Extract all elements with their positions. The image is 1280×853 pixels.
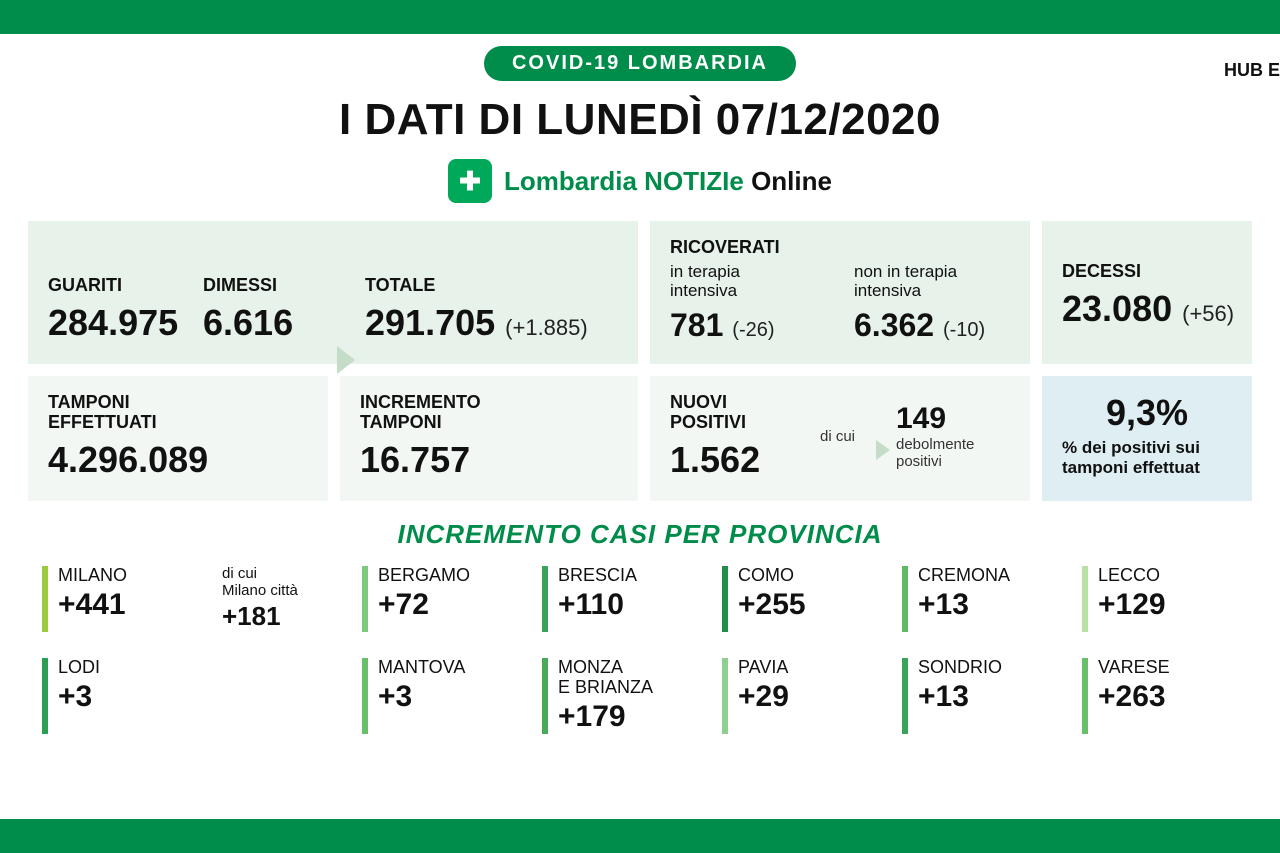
totale-label: TOTALE (365, 275, 588, 296)
prov-lecco: LECCO +129 (1082, 566, 1262, 632)
stats-row-1: GUARITI 284.975 DIMESSI 6.616 TOTALE 291… (0, 203, 1280, 364)
card-nuovi-positivi: NUOVI POSITIVI 1.562 di cui 149 debolmen… (650, 376, 1030, 501)
prov-value: +255 (738, 588, 902, 622)
prov-mantova: MANTOVA +3 (362, 658, 542, 734)
brand-text: Lombardia NOTIZIe Online (504, 166, 832, 197)
guariti-value: 284.975 (48, 302, 203, 344)
brand-row: ✚ Lombardia NOTIZIe Online (0, 159, 1280, 203)
page-title: I DATI DI LUNEDÌ 07/12/2020 (0, 95, 1280, 145)
icu-value-num: 781 (670, 307, 723, 343)
pct-value: 9,3% (1062, 392, 1232, 434)
prov-value: +3 (378, 680, 542, 714)
nuovi-label: NUOVI POSITIVI (670, 392, 820, 433)
tamponi-label: TAMPONI EFFETTUATI (48, 392, 308, 433)
prov-value: +29 (738, 680, 902, 714)
bottom-green-bar (0, 819, 1280, 853)
decessi-delta: (+56) (1182, 301, 1234, 326)
card-decessi: DECESSI 23.080 (+56) (1042, 221, 1252, 364)
card-positivity-pct: 9,3% % dei positivi sui tamponi effettua… (1042, 376, 1252, 501)
province-grid: MILANO +441 di cui Milano città +181 BER… (0, 550, 1280, 734)
prov-value: +3 (58, 680, 222, 714)
prov-lodi: LODI +3 (42, 658, 222, 734)
prov-brescia: BRESCIA +110 (542, 566, 722, 632)
icu-delta: (-26) (732, 319, 774, 341)
prov-name: BERGAMO (378, 566, 542, 586)
brand-word-c: Online (751, 166, 832, 196)
prov-name: SONDRIO (918, 658, 1082, 678)
weak-label: debolmente positivi (896, 436, 974, 471)
prov-name: LODI (58, 658, 222, 678)
icu-value: 781 (-26) (670, 307, 830, 344)
noicu-value-num: 6.362 (854, 307, 934, 343)
prov-milano: MILANO +441 (42, 566, 222, 632)
arrow-icon (876, 440, 890, 460)
prov-pavia: PAVIA +29 (722, 658, 902, 734)
card-incremento-tamponi: INCREMENTO TAMPONI 16.757 (340, 376, 638, 501)
prov-como: COMO +255 (722, 566, 902, 632)
card-guariti-dimessi-totale: GUARITI 284.975 DIMESSI 6.616 TOTALE 291… (28, 221, 638, 364)
header-pill: COVID-19 LOMBARDIA (484, 46, 796, 81)
prov-monza: MONZA E BRIANZA +179 (542, 658, 722, 734)
prov-value: +72 (378, 588, 542, 622)
prov-value: +110 (558, 588, 722, 622)
prov-name: PAVIA (738, 658, 902, 678)
prov-sondrio: SONDRIO +13 (902, 658, 1082, 734)
prov-name: COMO (738, 566, 902, 586)
nuovi-value: 1.562 (670, 439, 820, 481)
prov-milano-city: di cui Milano città +181 (222, 566, 362, 632)
guariti-label: GUARITI (48, 275, 203, 296)
totale-delta: (+1.885) (505, 315, 588, 340)
decessi-value: 23.080 (+56) (1062, 288, 1232, 330)
prov-varese: VARESE +263 (1082, 658, 1262, 734)
prov-value: +13 (918, 680, 1082, 714)
pct-desc: % dei positivi sui tamponi effettuat (1062, 438, 1232, 479)
decessi-value-num: 23.080 (1062, 288, 1172, 329)
lombardia-logo-icon: ✚ (448, 159, 492, 203)
stats-row-2: TAMPONI EFFETTUATI 4.296.089 INCREMENTO … (0, 364, 1280, 501)
prov-bergamo: BERGAMO +72 (362, 566, 542, 632)
noicu-delta: (-10) (943, 319, 985, 341)
prov-cremona: CREMONA +13 (902, 566, 1082, 632)
prov-spacer (222, 658, 362, 734)
totale-value: 291.705 (+1.885) (365, 302, 588, 344)
prov-name: BRESCIA (558, 566, 722, 586)
decessi-label: DECESSI (1062, 261, 1232, 282)
prov-value: +13 (918, 588, 1082, 622)
dimessi-label: DIMESSI (203, 275, 323, 296)
top-green-bar (0, 0, 1280, 34)
prov-sub-value: +181 (222, 601, 362, 632)
province-section-title: INCREMENTO CASI PER PROVINCIA (0, 519, 1280, 550)
hub-label: HUB E (1224, 60, 1280, 81)
dimessi-value: 6.616 (203, 302, 323, 344)
prov-value: +129 (1098, 588, 1262, 622)
noicu-label: non in terapia intensiva (854, 262, 985, 301)
incremento-label: INCREMENTO TAMPONI (360, 392, 618, 433)
prov-name: LECCO (1098, 566, 1262, 586)
tamponi-value: 4.296.089 (48, 439, 308, 481)
prov-name: MONZA E BRIANZA (558, 658, 722, 698)
totale-value-num: 291.705 (365, 302, 495, 343)
prov-value: +263 (1098, 680, 1262, 714)
noicu-value: 6.362 (-10) (854, 307, 985, 344)
ricoverati-title: RICOVERATI (670, 237, 1010, 258)
prov-name: MILANO (58, 566, 222, 586)
incremento-value: 16.757 (360, 439, 618, 481)
weak-value: 149 (896, 402, 974, 436)
prov-value: +441 (58, 588, 222, 622)
card-ricoverati: RICOVERATI in terapia intensiva 781 (-26… (650, 221, 1030, 364)
prov-name: MANTOVA (378, 658, 542, 678)
arrow-icon (337, 346, 355, 374)
icu-label: in terapia intensiva (670, 262, 830, 301)
brand-word-b: NOTIZIe (644, 166, 744, 196)
card-tamponi: TAMPONI EFFETTUATI 4.296.089 (28, 376, 328, 501)
header: COVID-19 LOMBARDIA I DATI DI LUNEDÌ 07/1… (0, 34, 1280, 203)
prov-sub-label: di cui Milano città (222, 566, 362, 599)
prov-value: +179 (558, 700, 722, 734)
dicui-label: di cui (820, 428, 870, 445)
brand-word-a: Lombardia (504, 166, 637, 196)
prov-name: VARESE (1098, 658, 1262, 678)
prov-name: CREMONA (918, 566, 1082, 586)
